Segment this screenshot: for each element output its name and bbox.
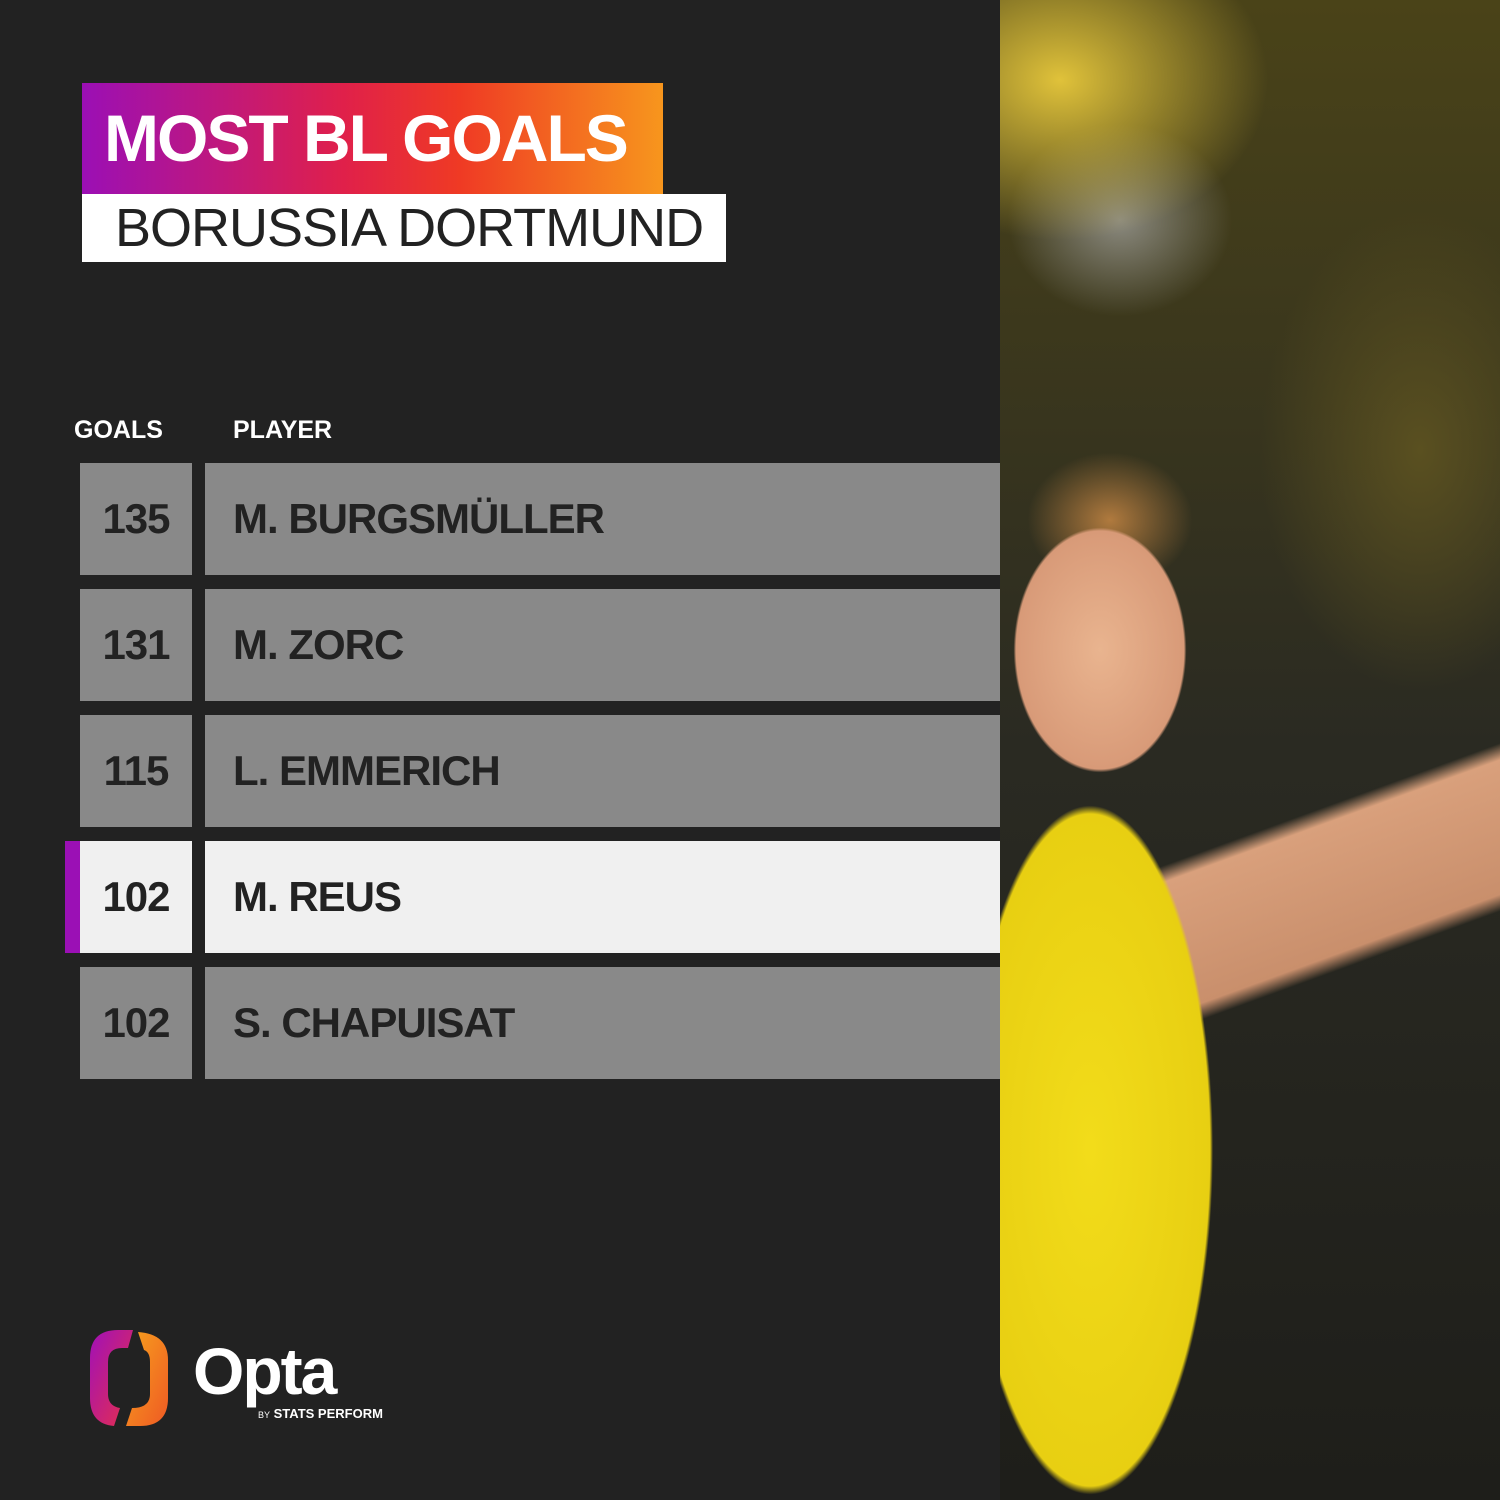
player-cell: L. EMMERICH [205,715,1000,827]
table-row: 135 M. BURGSMÜLLER [80,463,1000,575]
table-row: 102 S. CHAPUISAT [80,967,1000,1079]
goals-cell: 115 [80,715,192,827]
table-row: 131 M. ZORC [80,589,1000,701]
table-row: 115 L. EMMERICH [80,715,1000,827]
opta-tagline: BY STATS PERFORM [258,1406,383,1422]
goals-cell: 135 [80,463,192,575]
page-subtitle: BORUSSIA DORTMUND [82,194,726,262]
table-row: 102 M. REUS [65,841,1000,953]
player-cell: S. CHAPUISAT [205,967,1000,1079]
goals-cell: 131 [80,589,192,701]
player-photo [1000,0,1500,1500]
highlight-bar [65,841,80,953]
column-header-goals: GOALS [74,416,163,444]
opta-wordmark: Opta [193,1334,337,1408]
goals-cell: 102 [80,967,192,1079]
opta-tagline-text: STATS PERFORM [273,1406,383,1421]
player-cell: M. REUS [205,841,1000,953]
column-header-player: PLAYER [233,416,333,444]
goals-cell: 102 [80,841,192,953]
page-title: MOST BL GOALS [82,83,663,194]
player-cell: M. ZORC [205,589,1000,701]
player-cell: M. BURGSMÜLLER [205,463,1000,575]
opta-tagline-by: BY [258,1410,271,1420]
opta-logo-icon [90,1330,168,1426]
